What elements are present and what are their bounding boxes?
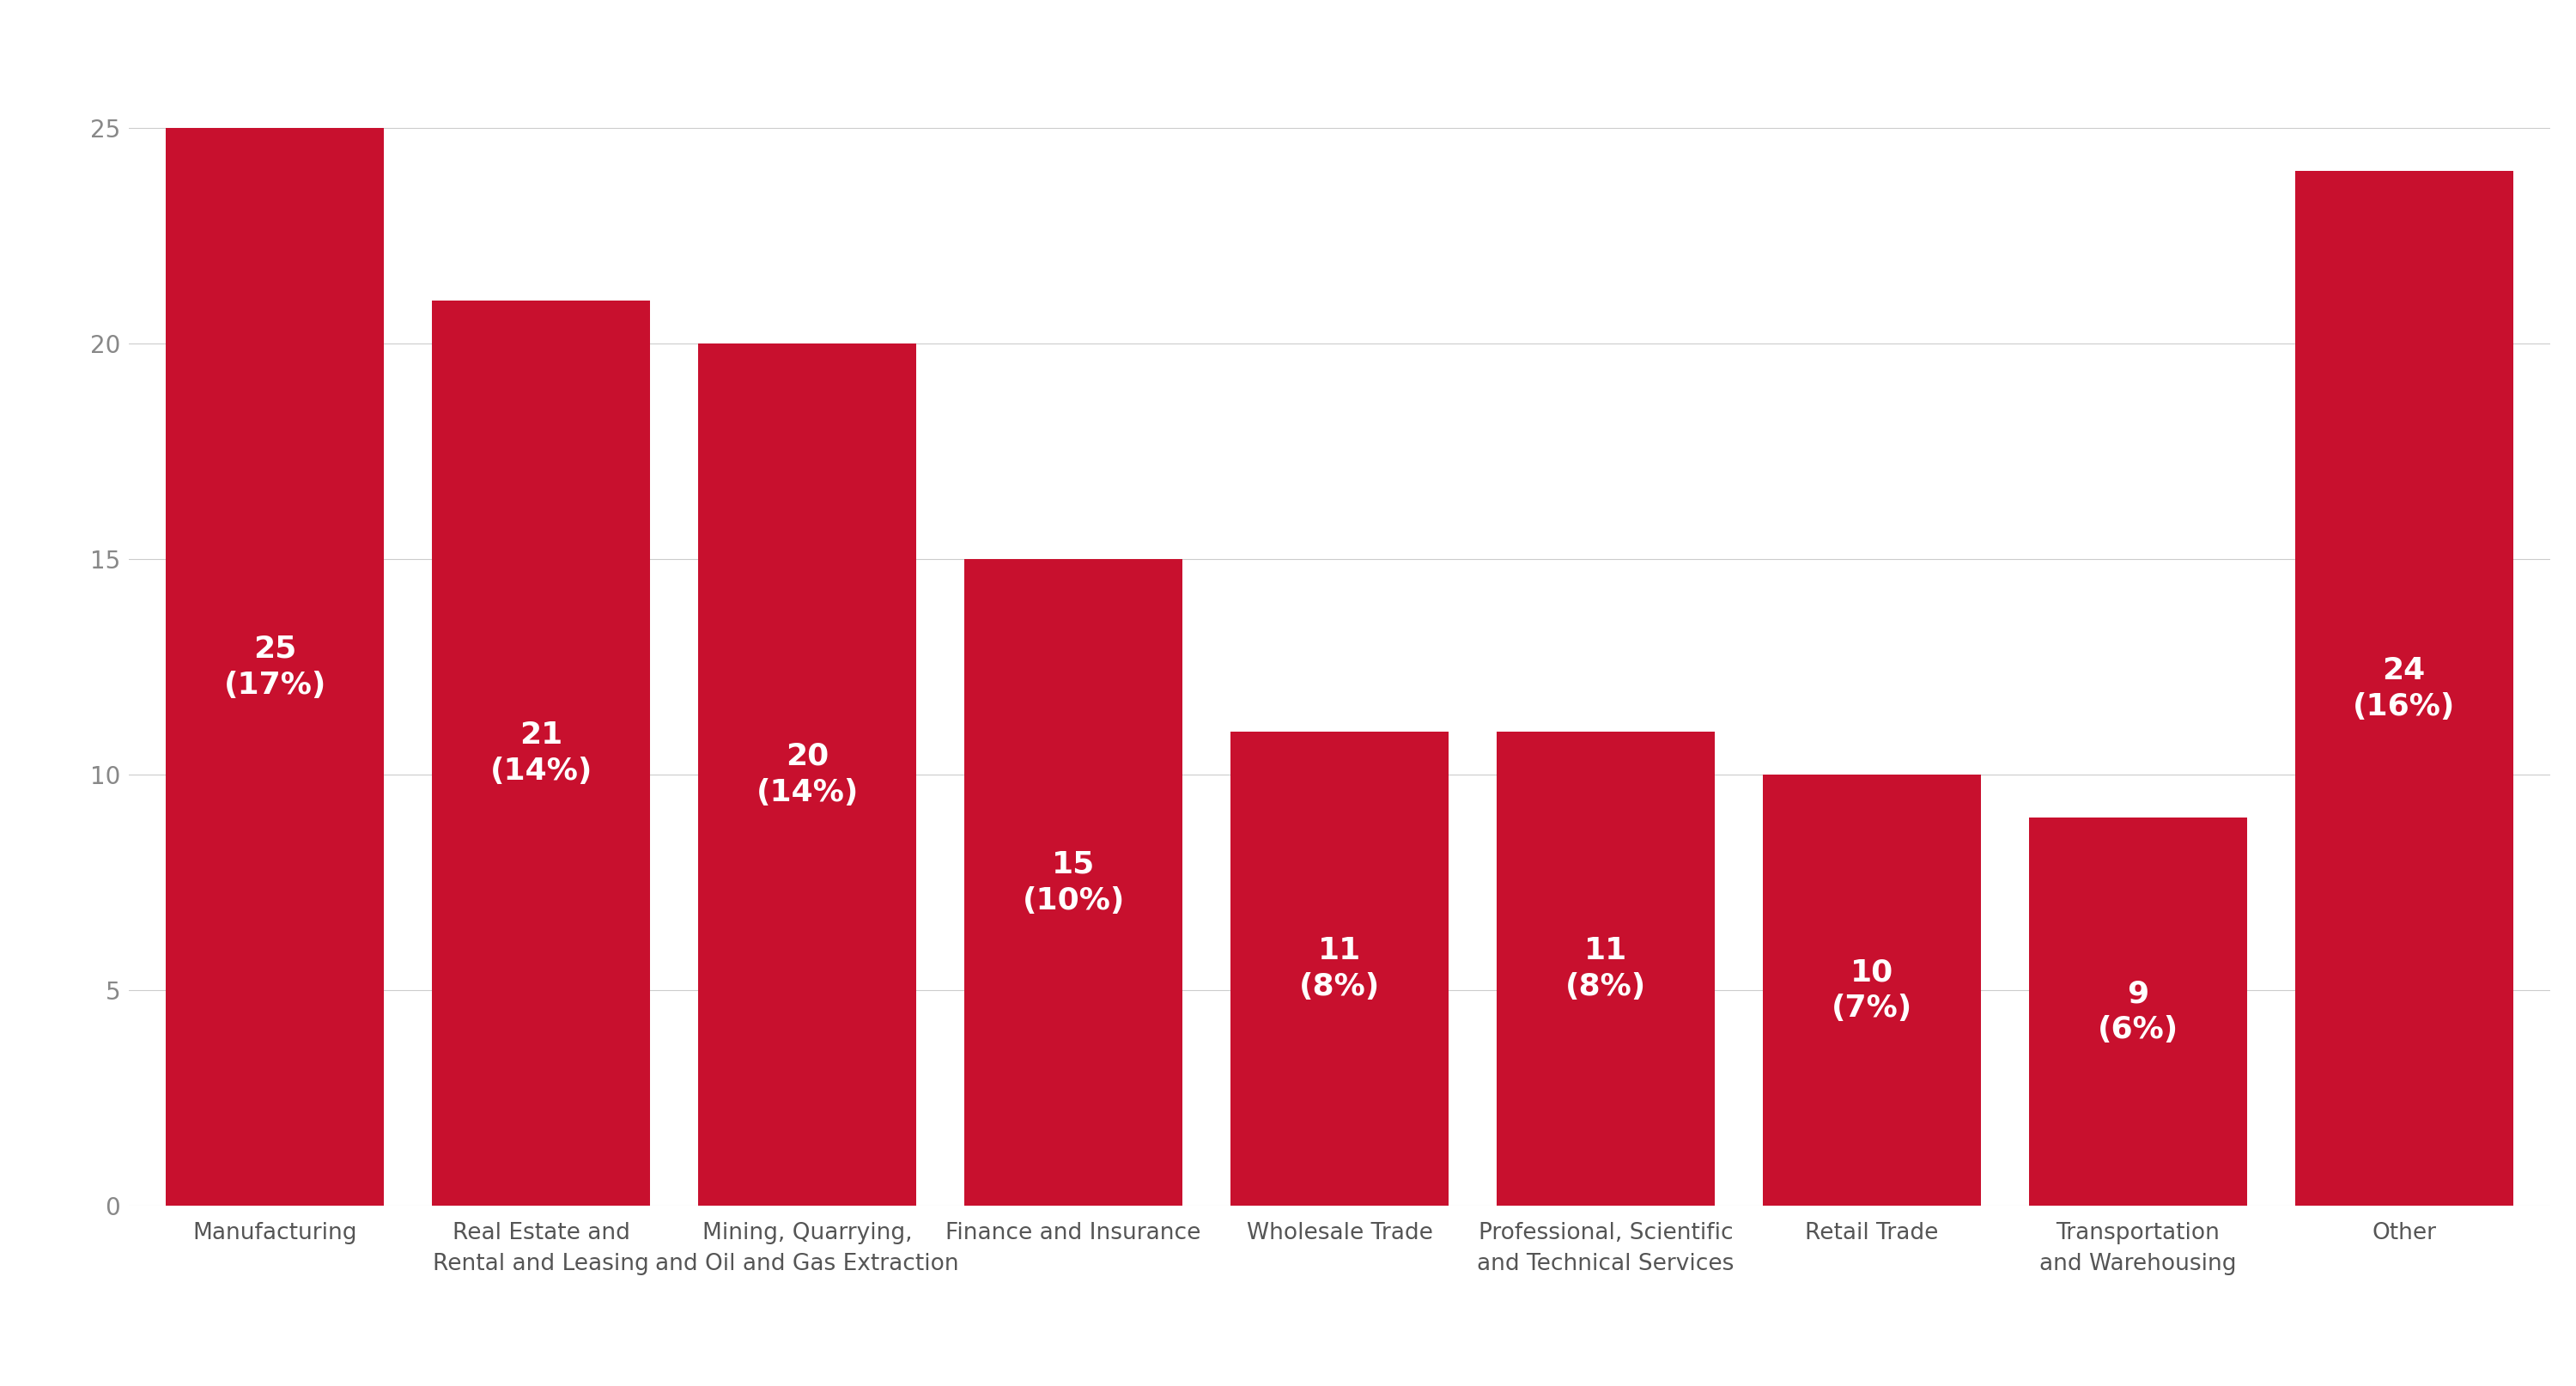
- Text: 21
(14%): 21 (14%): [489, 721, 592, 786]
- Bar: [963, 559, 1182, 1206]
- Bar: [165, 128, 384, 1206]
- Bar: [698, 344, 917, 1206]
- Bar: [1497, 732, 1716, 1206]
- Text: 20
(14%): 20 (14%): [757, 742, 858, 807]
- Text: 10
(7%): 10 (7%): [1832, 958, 1911, 1023]
- Text: 24
(16%): 24 (16%): [2352, 656, 2455, 721]
- Text: 25
(17%): 25 (17%): [224, 635, 327, 700]
- Bar: [1762, 775, 1981, 1206]
- Bar: [1231, 732, 1448, 1206]
- Text: 11
(8%): 11 (8%): [1566, 936, 1646, 1001]
- Bar: [2295, 170, 2514, 1206]
- Text: 15
(10%): 15 (10%): [1023, 850, 1126, 915]
- Bar: [2030, 818, 2246, 1206]
- Text: 11
(8%): 11 (8%): [1298, 936, 1381, 1001]
- Bar: [433, 301, 649, 1206]
- Text: 9
(6%): 9 (6%): [2097, 979, 2179, 1045]
